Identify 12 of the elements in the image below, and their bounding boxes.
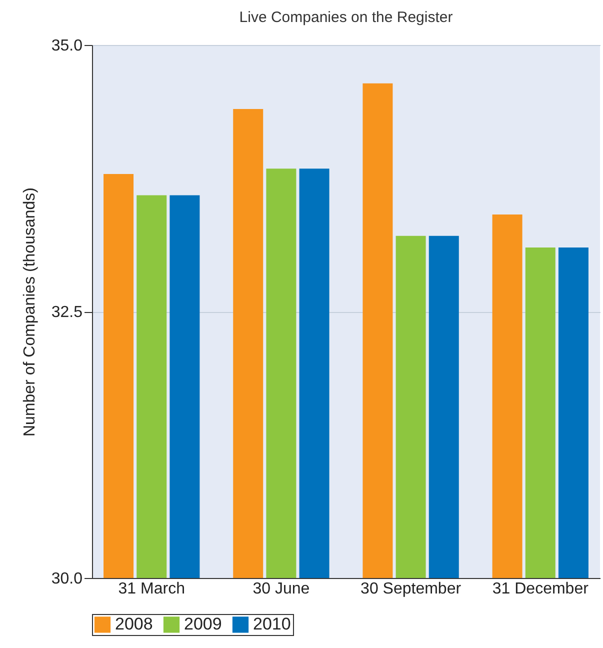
legend-label: 2009 xyxy=(184,614,222,634)
y-tick-label: 35.0 xyxy=(51,38,83,54)
y-tick-label: 32.5 xyxy=(51,304,83,321)
y-tick-label: 30.0 xyxy=(51,570,83,588)
x-tick-label: 30 June xyxy=(252,580,310,598)
x-tick-label: 30 September xyxy=(360,580,462,598)
legend-label: 2010 xyxy=(253,614,291,634)
x-tick-label: 31 March xyxy=(118,580,185,598)
chart-title: Live Companies on the Register xyxy=(239,9,453,26)
y-axis-title: Number of Companies (thousands) xyxy=(21,187,38,437)
legend-label: 2008 xyxy=(115,614,153,634)
x-tick-label: 31 December xyxy=(492,580,590,598)
